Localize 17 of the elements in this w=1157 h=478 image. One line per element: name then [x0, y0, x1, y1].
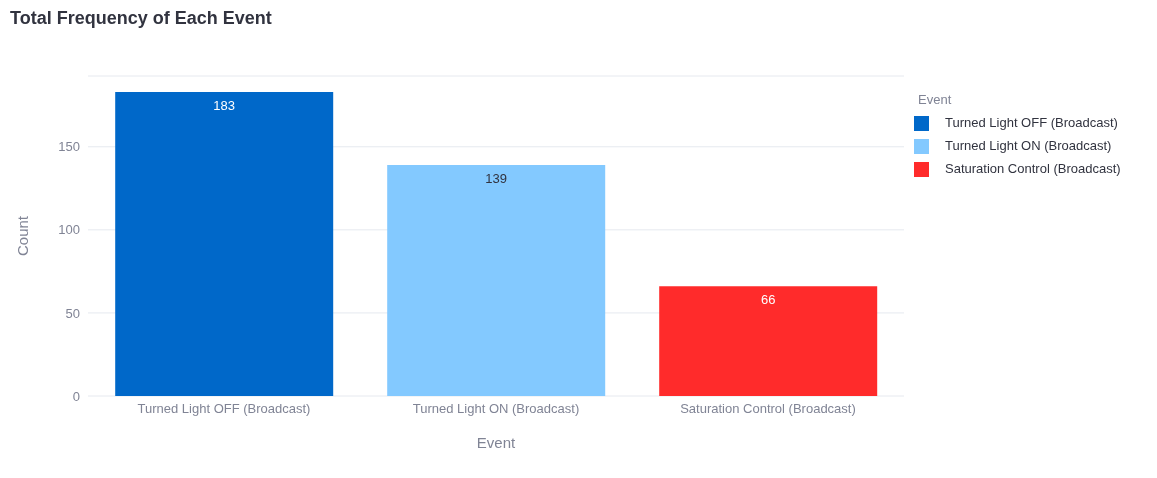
legend-label: Turned Light ON (Broadcast): [945, 138, 1112, 153]
y-tick-label: 150: [58, 139, 80, 155]
y-tick-label: 100: [58, 222, 80, 238]
legend-label: Saturation Control (Broadcast): [945, 161, 1121, 176]
x-tick-label: Saturation Control (Broadcast): [680, 401, 856, 417]
chart-title: Total Frequency of Each Event: [10, 8, 272, 29]
legend-title: Event: [918, 92, 952, 107]
y-axis-title: Count: [14, 215, 32, 256]
data-label: 139: [485, 171, 508, 187]
x-axis-title: Event: [476, 434, 517, 451]
y-tick-label: 50: [65, 305, 80, 321]
data-label: 183: [213, 97, 236, 113]
x-tick-label: Turned Light OFF (Broadcast): [137, 401, 311, 417]
legend-label: Turned Light OFF (Broadcast): [945, 115, 1118, 130]
x-tick-label: Turned Light ON (Broadcast): [412, 401, 580, 417]
data-label: 66: [760, 292, 776, 308]
y-tick-label: 0: [72, 388, 80, 404]
